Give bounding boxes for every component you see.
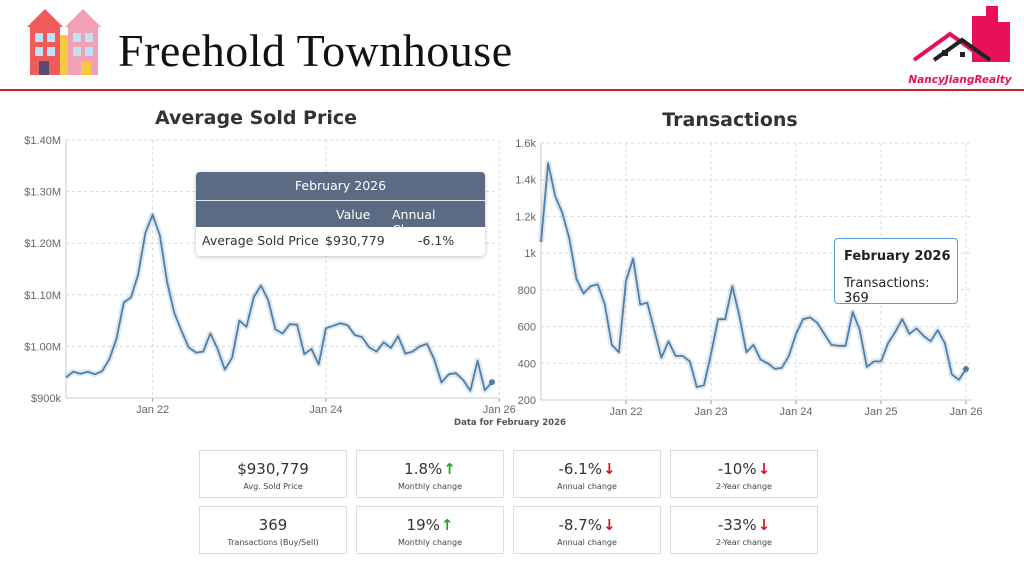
y-tick-label: 1.4k: [515, 175, 536, 187]
arrow-down-icon: ↓: [602, 516, 616, 534]
x-tick-label: Jan 26: [949, 406, 982, 418]
stat-value-text: 19%: [406, 516, 440, 534]
stat-label: Annual change: [557, 538, 617, 547]
y-tick-label: 600: [518, 322, 536, 334]
stat-card: 19%↑ Monthly change: [356, 506, 504, 554]
tooltip-col-value: Value: [336, 207, 371, 222]
transactions-chart-title: Transactions: [662, 109, 798, 131]
y-tick-label: $1.30M: [24, 187, 61, 199]
stat-value: -8.7%↓: [514, 516, 660, 534]
x-tick-label: Jan 26: [483, 404, 516, 416]
stat-value: 19%↑: [357, 516, 503, 534]
brand-logo: NancyJiangRealty: [900, 4, 1020, 88]
stat-value-text: 1.8%: [404, 460, 443, 478]
stat-card: 1.8%↑ Monthly change: [356, 450, 504, 498]
stat-value-text: -33%: [717, 516, 757, 534]
x-tick-label: Jan 22: [136, 404, 169, 416]
x-tick-label: Jan 23: [694, 406, 727, 418]
stat-card: -10%↓ 2-Year change: [670, 450, 818, 498]
stat-label: Monthly change: [397, 538, 462, 547]
tooltip-col-change: Annual Change: [392, 207, 440, 237]
tooltip-title: February 2026: [844, 249, 951, 264]
stat-value: 1.8%↑: [357, 460, 503, 478]
stat-value: -33%↓: [671, 516, 817, 534]
stat-value: 369: [200, 516, 346, 534]
y-tick-label: 1.6k: [515, 138, 536, 150]
x-tick-label: Jan 24: [309, 404, 342, 416]
stat-card: -6.1%↓ Annual change: [513, 450, 661, 498]
tooltip-row-label: Average Sold Price: [202, 233, 319, 248]
price-chart-title: Average Sold Price: [154, 107, 357, 129]
arrow-up-icon: ↑: [443, 460, 456, 478]
stat-card: $930,779 Avg. Sold Price: [199, 450, 347, 498]
tooltip-row: Average Sold Price $930,779 -6.1%: [196, 227, 485, 255]
realty-skyline-icon: [912, 6, 1010, 62]
price-tooltip: February 2026 Value Annual Change Averag…: [196, 172, 485, 256]
stat-card: -8.7%↓ Annual change: [513, 506, 661, 554]
data-point[interactable]: [489, 379, 495, 386]
price-chart: $900k $1.00M $1.10M $1.20M $1.30M $1.40M Jan 2…: [24, 135, 515, 416]
stat-value-text: -10%: [717, 460, 757, 478]
arrow-down-icon: ↓: [757, 516, 771, 534]
stat-label: Transactions (Buy/Sell): [227, 538, 319, 547]
y-tick-label: 800: [518, 285, 536, 297]
tooltip-value: Transactions: 369: [844, 276, 930, 306]
x-tick-label: Jan 25: [864, 406, 897, 418]
y-tick-label: $1.10M: [24, 290, 61, 302]
y-tick-label: 400: [518, 358, 536, 370]
townhouse-icon: [27, 9, 101, 75]
series-line: [65, 213, 493, 392]
stat-value: $930,779: [200, 460, 346, 478]
data-footnote: Data for February 2026: [454, 418, 566, 428]
y-tick-label: $1.00M: [24, 341, 61, 353]
stat-label: Annual change: [557, 482, 617, 491]
stat-value-text: -6.1%: [558, 460, 602, 478]
y-tick-label: 1.2k: [515, 211, 536, 223]
tooltip-row-change: -6.1%: [418, 233, 455, 248]
stat-value-text: -8.7%: [558, 516, 602, 534]
header-divider: [0, 89, 1024, 91]
y-tick-label: $1.20M: [24, 238, 61, 250]
stat-label: Monthly change: [397, 482, 462, 491]
header: Freehold Townhouse NancyJiangRealty: [0, 0, 1024, 92]
y-tick-label: 200: [518, 395, 536, 407]
arrow-down-icon: ↓: [757, 460, 771, 478]
stat-card: 369 Transactions (Buy/Sell): [199, 506, 347, 554]
stat-value: -6.1%↓: [514, 460, 660, 478]
data-point[interactable]: [963, 365, 969, 372]
x-tick-label: Jan 24: [779, 406, 812, 418]
tooltip-row-value: $930,779: [325, 233, 385, 248]
y-tick-label: $900k: [31, 393, 61, 405]
stat-value: -10%↓: [671, 460, 817, 478]
page-title: Freehold Townhouse: [118, 25, 513, 76]
stat-label: 2-Year change: [716, 538, 772, 547]
stat-value-text: 369: [258, 516, 288, 534]
stat-card: -33%↓ 2-Year change: [670, 506, 818, 554]
arrow-down-icon: ↓: [602, 460, 616, 478]
stat-label: Avg. Sold Price: [243, 482, 303, 491]
y-tick-label: 1k: [524, 248, 536, 260]
series-line: [540, 162, 967, 389]
x-tick-label: Jan 22: [609, 406, 642, 418]
transactions-tooltip: February 2026 Transactions: 369: [834, 238, 958, 306]
stat-value-text: $930,779: [237, 460, 309, 478]
y-tick-label: $1.40M: [24, 135, 61, 147]
tooltip-columns: Value Annual Change: [196, 200, 485, 237]
tooltip-title: February 2026: [196, 172, 485, 200]
brand-name: NancyJiangRealty: [908, 74, 1012, 86]
stat-label: 2-Year change: [716, 482, 772, 491]
arrow-up-icon: ↑: [440, 516, 454, 534]
